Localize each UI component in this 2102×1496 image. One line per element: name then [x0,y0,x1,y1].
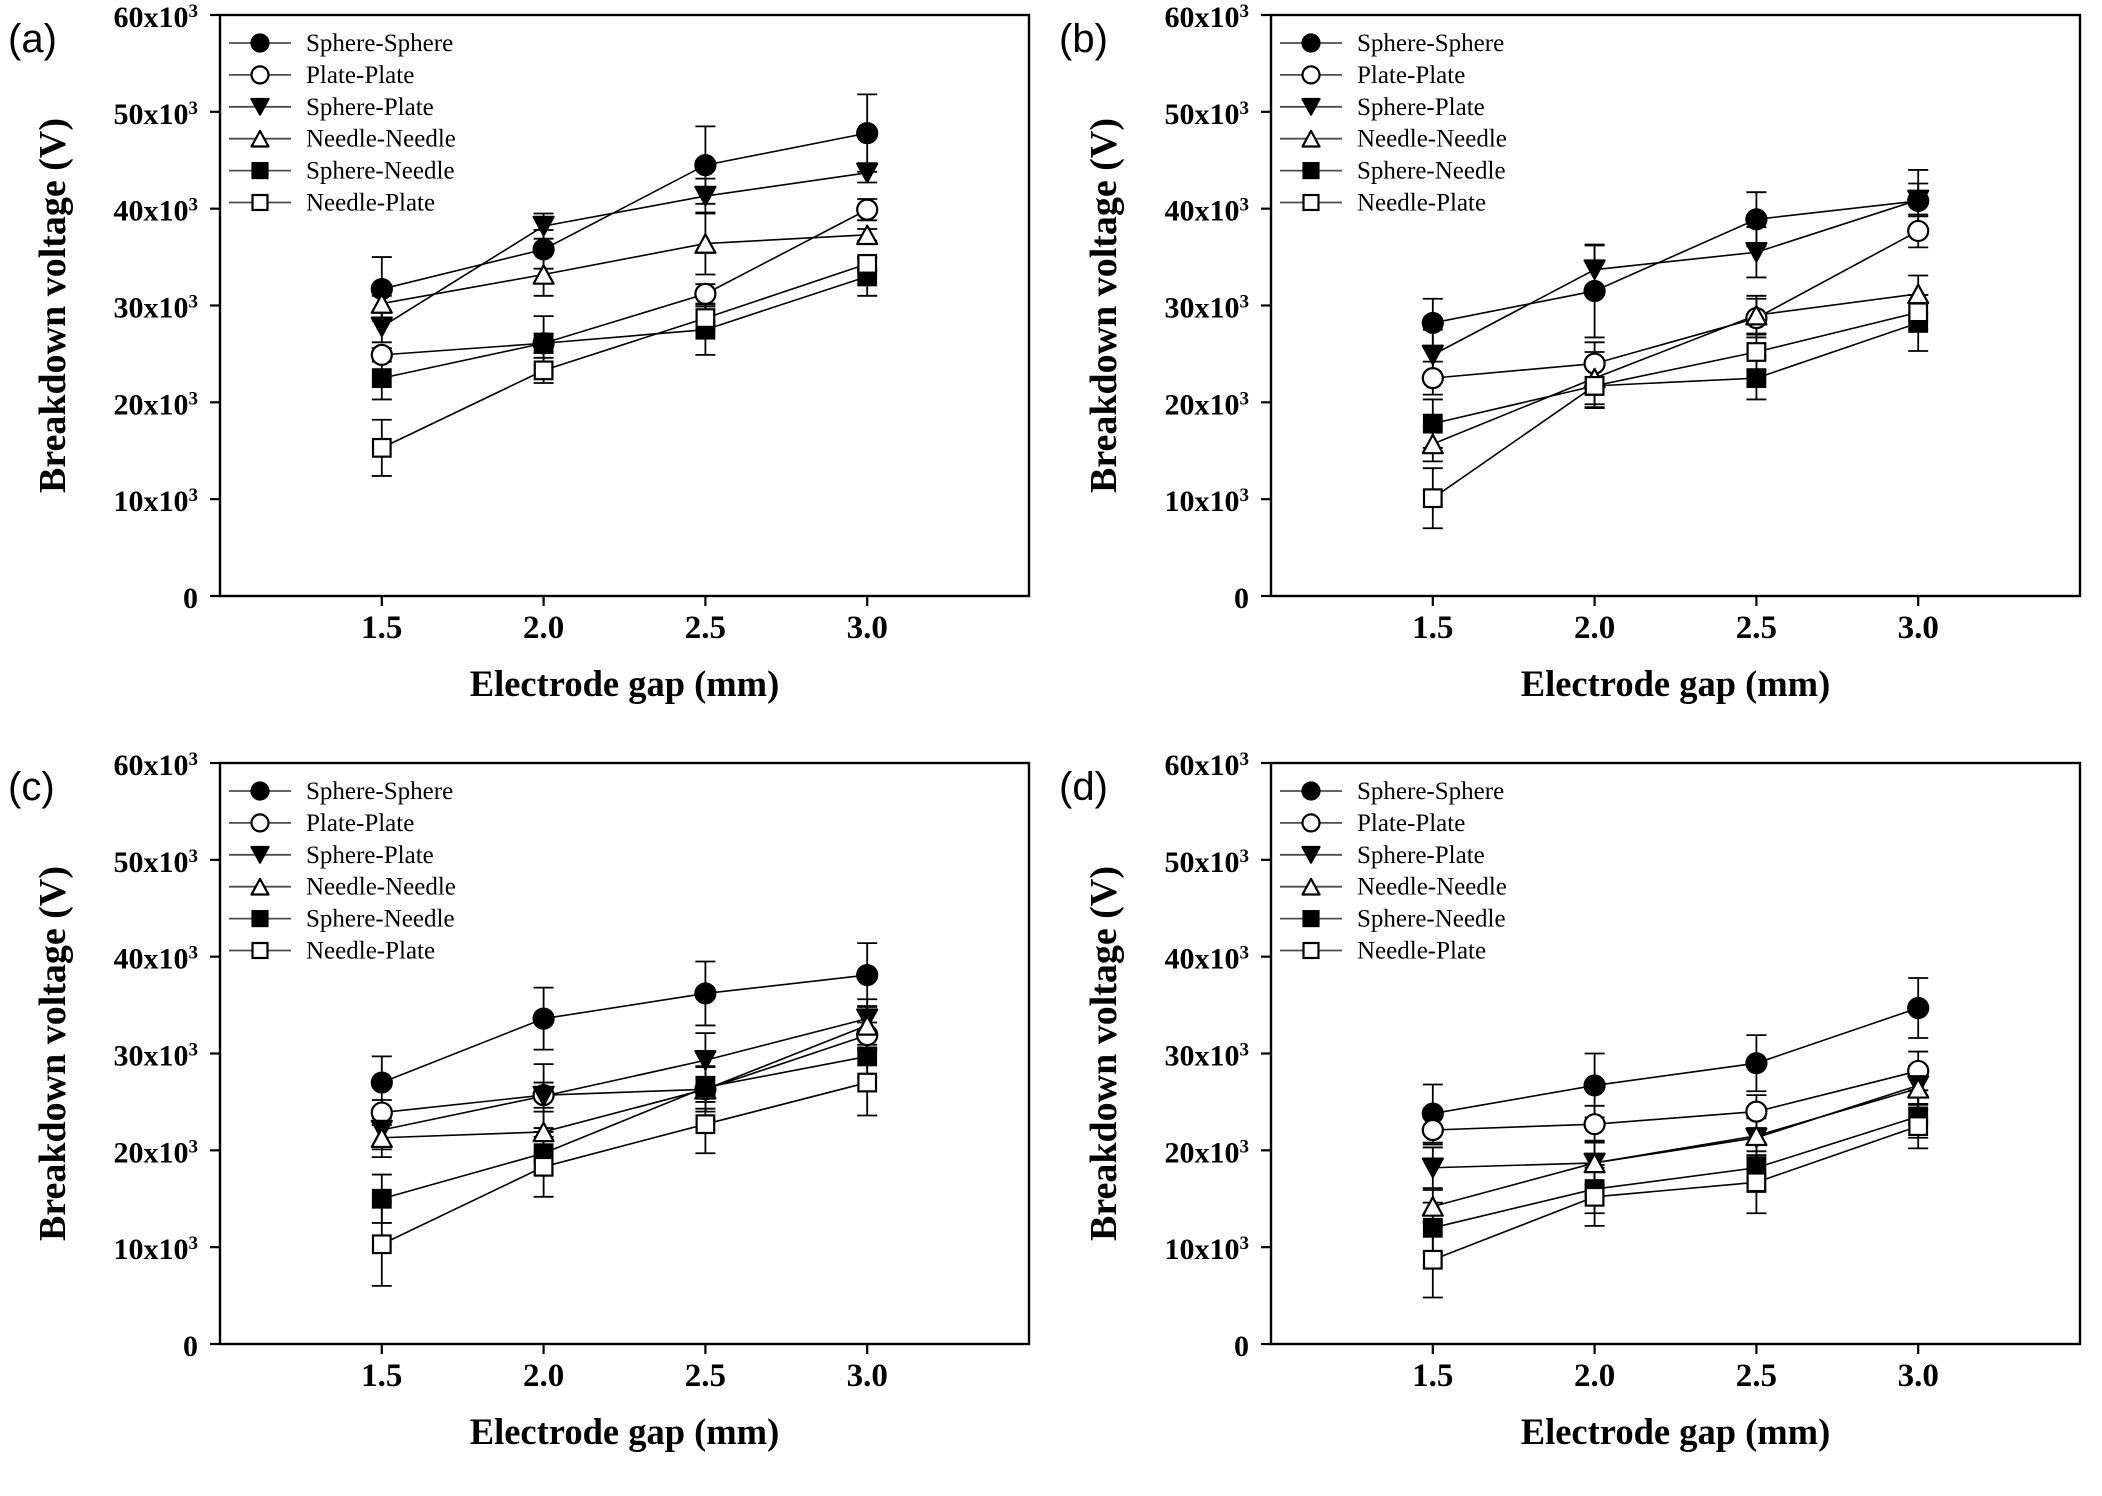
svg-text:2.0: 2.0 [1574,610,1615,646]
svg-text:3.0: 3.0 [847,610,888,646]
svg-text:Needle-Plate: Needle-Plate [1357,190,1486,217]
svg-text:Sphere-Plate: Sphere-Plate [1357,842,1485,869]
svg-text:30x103: 30x103 [114,291,199,325]
svg-text:Breakdown voltage (V): Breakdown voltage (V) [1083,118,1125,493]
svg-text:1.5: 1.5 [361,610,402,646]
svg-text:1.5: 1.5 [1412,610,1453,646]
svg-text:Needle-Needle: Needle-Needle [306,126,456,153]
svg-text:10x103: 10x103 [114,485,199,519]
svg-text:(b): (b) [1059,17,1108,61]
svg-text:Needle-Needle: Needle-Needle [306,874,456,901]
svg-text:0: 0 [1234,582,1249,615]
svg-text:Plate-Plate: Plate-Plate [306,62,414,89]
svg-text:(c): (c) [8,765,55,809]
svg-text:60x103: 60x103 [1165,1,1250,35]
svg-text:10x103: 10x103 [1165,485,1250,519]
svg-text:20x103: 20x103 [1165,388,1250,422]
svg-text:30x103: 30x103 [114,1039,199,1073]
svg-text:50x103: 50x103 [1165,97,1250,131]
svg-text:1.5: 1.5 [361,1358,402,1394]
svg-text:Sphere-Plate: Sphere-Plate [306,94,434,121]
svg-text:50x103: 50x103 [1165,845,1250,879]
svg-text:Sphere-Needle: Sphere-Needle [1357,158,1506,185]
svg-text:0: 0 [1234,1330,1249,1363]
svg-text:Sphere-Needle: Sphere-Needle [1357,906,1506,933]
svg-text:Sphere-Sphere: Sphere-Sphere [1357,30,1504,57]
svg-text:Sphere-Sphere: Sphere-Sphere [306,778,453,805]
svg-text:20x103: 20x103 [1165,1136,1250,1170]
svg-text:3.0: 3.0 [1898,610,1939,646]
svg-text:Needle-Plate: Needle-Plate [1357,938,1486,965]
svg-text:0: 0 [183,582,198,615]
svg-text:Needle-Needle: Needle-Needle [1357,874,1507,901]
svg-text:Needle-Plate: Needle-Plate [306,938,435,965]
svg-text:Electrode gap (mm): Electrode gap (mm) [470,1411,780,1452]
svg-text:3.0: 3.0 [847,1358,888,1394]
svg-text:Electrode gap (mm): Electrode gap (mm) [470,663,780,704]
svg-text:10x103: 10x103 [1165,1233,1250,1267]
svg-text:10x103: 10x103 [114,1233,199,1267]
svg-text:40x103: 40x103 [114,942,199,976]
svg-text:40x103: 40x103 [1165,194,1250,228]
svg-text:30x103: 30x103 [1165,1039,1250,1073]
svg-text:Needle-Needle: Needle-Needle [1357,126,1507,153]
svg-text:2.5: 2.5 [685,610,726,646]
svg-text:2.5: 2.5 [1736,610,1777,646]
svg-text:50x103: 50x103 [114,97,199,131]
svg-text:Plate-Plate: Plate-Plate [306,810,414,837]
svg-text:60x103: 60x103 [1165,749,1250,783]
svg-text:Electrode gap (mm): Electrode gap (mm) [1521,1411,1831,1452]
svg-text:60x103: 60x103 [114,749,199,783]
svg-text:3.0: 3.0 [1898,1358,1939,1394]
svg-text:Sphere-Sphere: Sphere-Sphere [306,30,453,57]
svg-text:30x103: 30x103 [1165,291,1250,325]
svg-text:Plate-Plate: Plate-Plate [1357,62,1465,89]
svg-text:2.0: 2.0 [523,610,564,646]
svg-text:0: 0 [183,1330,198,1363]
svg-text:(d): (d) [1059,765,1108,809]
svg-text:Breakdown voltage (V): Breakdown voltage (V) [32,118,74,493]
svg-text:Needle-Plate: Needle-Plate [306,190,435,217]
svg-text:Plate-Plate: Plate-Plate [1357,810,1465,837]
svg-text:(a): (a) [8,17,57,61]
svg-text:2.0: 2.0 [523,1358,564,1394]
svg-text:Breakdown voltage (V): Breakdown voltage (V) [32,866,74,1241]
svg-text:60x103: 60x103 [114,1,199,35]
svg-text:2.0: 2.0 [1574,1358,1615,1394]
svg-text:Electrode gap (mm): Electrode gap (mm) [1521,663,1831,704]
svg-text:20x103: 20x103 [114,388,199,422]
svg-text:Sphere-Plate: Sphere-Plate [1357,94,1485,121]
svg-text:1.5: 1.5 [1412,1358,1453,1394]
svg-text:Sphere-Needle: Sphere-Needle [306,158,455,185]
svg-text:Sphere-Plate: Sphere-Plate [306,842,434,869]
svg-text:2.5: 2.5 [685,1358,726,1394]
svg-text:40x103: 40x103 [114,194,199,228]
svg-text:Sphere-Needle: Sphere-Needle [306,906,455,933]
svg-text:20x103: 20x103 [114,1136,199,1170]
svg-text:Sphere-Sphere: Sphere-Sphere [1357,778,1504,805]
svg-text:Breakdown voltage (V): Breakdown voltage (V) [1083,866,1125,1241]
svg-text:40x103: 40x103 [1165,942,1250,976]
svg-text:2.5: 2.5 [1736,1358,1777,1394]
svg-text:50x103: 50x103 [114,845,199,879]
